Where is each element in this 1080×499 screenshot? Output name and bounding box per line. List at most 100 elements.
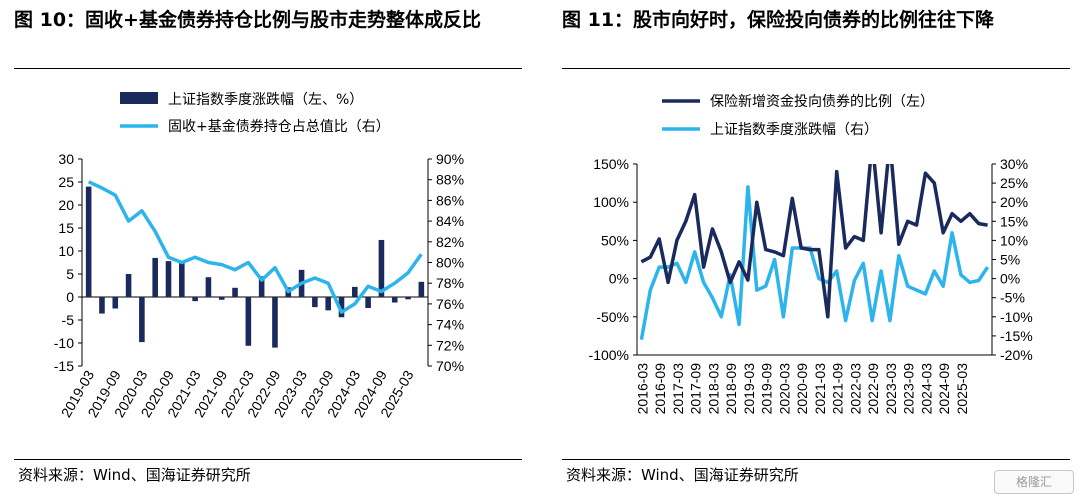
figure-10-right-tick-label: 74% [436, 317, 464, 333]
figure-10-bar [85, 186, 92, 297]
figure-10-bar [152, 257, 158, 297]
figure-10-right-tick-label: 76% [436, 296, 464, 312]
figure-11-left-tick-label: -100% [589, 347, 629, 363]
figure-10-bar [99, 297, 105, 314]
figure-10-right-tick-label: 84% [436, 213, 464, 229]
figure-11-left-tick-label: 100% [593, 194, 629, 210]
figure-10-bar [205, 277, 212, 297]
figure-11-line-bond-ratio [640, 164, 988, 319]
figure-10-bottom-rule [14, 459, 522, 460]
figure-11-x-tick-label: 2019-09 [759, 363, 775, 415]
figure-10-source: 资料来源：Wind、国海证券研究所 [18, 466, 251, 484]
figure-11-x-tick-label: 2017-03 [670, 363, 686, 415]
figure-10-right-tick-label: 72% [436, 337, 464, 353]
figure-10-bar [245, 297, 252, 346]
figure-11-x-tick-label: 2017-09 [688, 363, 704, 415]
figure-11-right-tick-label: 25% [1000, 175, 1028, 191]
figure-11-right-tick-label: 20% [1000, 194, 1028, 210]
figure-11-x-tick-label: 2020-09 [794, 363, 810, 415]
figure-10-bar [258, 276, 265, 297]
watermark-logo: 格隆汇 [994, 470, 1074, 494]
figure-11-x-tick-label: 2019-03 [741, 363, 757, 415]
figure-10-left-tick-label: 30 [58, 151, 74, 167]
figure-11-left-tick-label: 150% [593, 156, 629, 172]
figure-11-right-tick-label: -5% [1000, 290, 1025, 306]
figure-10-bar [232, 287, 238, 297]
figure-10-bar [192, 297, 198, 302]
figure-11-x-tick-label: 2023-03 [883, 363, 899, 415]
figure-10-bar [272, 297, 278, 348]
figure-10-bar [418, 281, 425, 297]
figure-11-legend-label: 保险新增资金投向债券的比例（左） [710, 94, 934, 110]
figure-11-x-tick-label: 2022-03 [847, 363, 863, 415]
figure-11-x-tick-label: 2020-03 [776, 363, 792, 415]
figure-11-x-tick-label: 2025-03 [954, 363, 970, 415]
figure-10-bar [378, 239, 385, 297]
figure-10-right-tick-label: 86% [436, 192, 464, 208]
figure-10-left-tick-label: 15 [58, 220, 74, 236]
figure-11-right-tick-label: -20% [1000, 347, 1033, 363]
figure-11-title: 图 11：股市向好时，保险投向债券的比例往往下降 [562, 9, 995, 31]
figure-11-right-tick-label: 5% [1000, 252, 1020, 268]
figure-10-bar [338, 297, 345, 318]
figure-10-right-tick-label: 90% [436, 151, 464, 167]
figure-10-left-tick-label: 10 [58, 243, 74, 259]
figure-11-right-tick-label: -15% [1000, 328, 1033, 344]
figure-10-left-tick-label: 0 [66, 289, 74, 305]
figure-11-left-tick-label: 0% [609, 271, 629, 287]
figure-11-x-tick-label: 2024-03 [918, 363, 934, 415]
figure-11-x-tick-label: 2018-09 [723, 363, 739, 415]
figure-10-top-rule [14, 68, 522, 69]
figure-11-x-tick-label: 2021-03 [812, 363, 828, 415]
figure-11-right-tick-label: 10% [1000, 232, 1028, 248]
figure-10-bar [365, 297, 371, 309]
figure-11-right-tick-label: 15% [1000, 213, 1028, 229]
figure-10-bar [312, 297, 318, 308]
figure-11-x-tick-label: 2024-09 [936, 363, 952, 415]
figure-11-bottom-rule [562, 459, 1070, 460]
figure-11-left-tick-label: 50% [601, 232, 629, 248]
figure-10-left-tick-label: 25 [58, 174, 74, 190]
figure-10-legend-label: 上证指数季度涨跌幅（左、%） [168, 92, 363, 108]
figure-10-bar [179, 261, 185, 297]
figure-10-bar [165, 261, 172, 297]
figure-10-right-tick-label: 82% [436, 234, 464, 250]
figure-11-right-tick-label: 0% [1000, 271, 1020, 287]
figure-11-x-tick-label: 2016-03 [634, 363, 650, 415]
figure-10-right-tick-label: 80% [436, 255, 464, 271]
figure-10-right-tick-label: 88% [436, 172, 464, 188]
figure-10-bar [112, 297, 119, 309]
figure-10-left-tick-label: -15 [54, 358, 74, 374]
figure-10-bar [352, 286, 358, 297]
figure-10-bar [391, 297, 398, 303]
figure-11-right-tick-label: 30% [1000, 156, 1028, 172]
figure-11-top-rule [562, 68, 1070, 69]
figure-10-legend-label: 固收+基金债券持仓占总值比（右） [168, 118, 390, 135]
figure-10-bar [218, 297, 225, 300]
figure-11-x-tick-label: 2023-09 [901, 363, 917, 415]
figure-11-line-stock-index [639, 185, 990, 341]
figure-11-x-tick-label: 2018-03 [705, 363, 721, 415]
figure-11-x-tick-label: 2016-09 [652, 363, 668, 415]
figure-10-left-tick-label: -10 [54, 335, 74, 351]
figure-10-bar [405, 297, 411, 300]
figure-10-bar [139, 297, 145, 343]
figure-10-bar [125, 274, 132, 297]
figure-10-left-tick-label: -5 [62, 312, 75, 328]
figure-10-left-tick-label: 5 [66, 266, 74, 282]
figure-10-legend-swatch-bar [120, 92, 158, 104]
figure-11-x-tick-label: 2021-09 [830, 363, 846, 415]
figure-10-title: 图 10：固收+基金债券持仓比例与股市走势整体成反比 [14, 9, 481, 31]
figure-11-left-tick-label: -50% [596, 309, 629, 325]
figure-10-left-tick-label: 20 [58, 197, 74, 213]
figure-10-right-tick-label: 70% [436, 358, 464, 374]
figure-11-legend-label: 上证指数季度涨跌幅（右） [710, 122, 878, 138]
figure-10-right-tick-label: 78% [436, 275, 464, 291]
figure-11-x-tick-label: 2022-09 [865, 363, 881, 415]
figure-10-bar [325, 297, 331, 311]
figure-11-source: 资料来源：Wind、国海证券研究所 [566, 466, 799, 484]
figure-11-right-tick-label: -10% [1000, 309, 1033, 325]
figure-10-line-series [87, 180, 423, 314]
